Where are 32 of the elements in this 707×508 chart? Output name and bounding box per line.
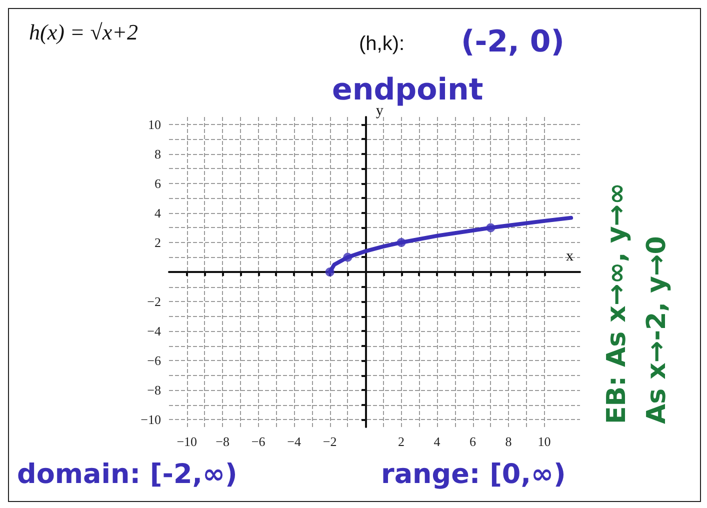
y-tick-label: 8: [154, 146, 161, 162]
x-tick-label: −10: [176, 434, 198, 449]
x-tick-label: −6: [251, 434, 266, 449]
x-tick-label: 6: [470, 434, 477, 449]
y-tick-label: −8: [147, 382, 161, 398]
x-tick-label: 8: [505, 434, 512, 449]
x-tick-label: −2: [322, 434, 337, 449]
point: [325, 268, 334, 276]
y-tick-label: 10: [148, 116, 161, 132]
x-tick-label: 4: [434, 434, 441, 449]
x-tick-label: −4: [287, 434, 302, 449]
chart-title: h(x) = √x+2: [29, 20, 138, 44]
x-tick-label: 10: [538, 434, 551, 449]
text: domain: [-2,∞): [17, 459, 238, 490]
y-tick-label: −2: [147, 294, 161, 310]
point: [343, 252, 352, 262]
text: As x→-2, y→0: [642, 236, 672, 424]
point: [486, 223, 496, 232]
text: (-2, 0): [461, 24, 564, 60]
text: (h,k):: [359, 33, 405, 55]
y-tick-label: −6: [147, 353, 162, 368]
y-tick-label: 2: [154, 234, 161, 250]
x-axis-title: x: [566, 248, 574, 264]
y-tick-label: −4: [147, 324, 162, 339]
x-tick-label: −8: [216, 434, 230, 449]
y-tick-label: 4: [154, 205, 162, 220]
x-tick-label: 2: [398, 434, 405, 449]
y-tick-label: −10: [140, 412, 161, 428]
point: [396, 238, 406, 247]
text: range: [0,∞): [381, 459, 566, 490]
y-tick-label: 6: [154, 176, 162, 191]
text: EB: As x→∞, y→∞: [602, 182, 632, 424]
